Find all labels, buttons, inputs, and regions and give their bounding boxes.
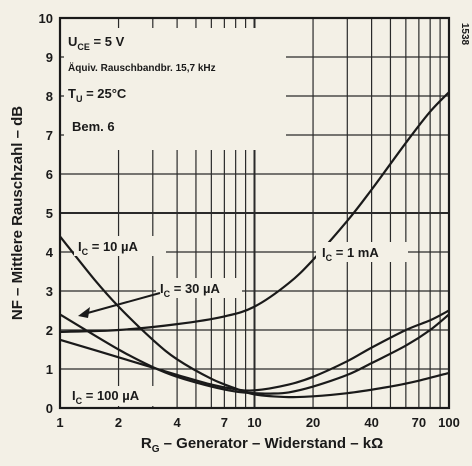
condition-remark: Bem. 6 <box>72 119 115 134</box>
y-tick-label: 6 <box>46 167 53 182</box>
x-tick-label: 100 <box>438 415 460 430</box>
plot-frame <box>58 16 451 410</box>
condition-bandwidth: Äquiv. Rauschbandbr. 15,7 kHz <box>68 61 216 74</box>
label-ic-10ua: IC = 10 µA <box>78 239 139 257</box>
x-tick-label: 10 <box>247 415 261 430</box>
y-tick-label: 10 <box>39 11 53 26</box>
series-line-3 <box>59 309 450 392</box>
x-tick-label: 1 <box>56 415 63 430</box>
curve-labels: IC = 1 mA IC = 10 µA IC = 30 µA IC = 100… <box>68 236 408 406</box>
arrow-ic-30ua <box>83 292 161 315</box>
label-ic-30ua: IC = 30 µA <box>160 281 221 299</box>
y-tick-label: 0 <box>46 401 53 416</box>
curves <box>59 91 450 399</box>
condition-temperature: TU = 25°C <box>68 86 127 104</box>
arrowhead-ic-30ua <box>78 307 90 318</box>
y-axis-label: NF – Mittlere Rauschzahl – dB <box>9 106 26 320</box>
series-line-0 <box>59 91 450 333</box>
side-number: 1538 <box>459 23 470 46</box>
y-tick-label: 4 <box>46 245 54 260</box>
y-tick-label: 3 <box>46 284 53 299</box>
y-tick-label: 1 <box>46 362 53 377</box>
y-tick-label: 8 <box>46 89 53 104</box>
x-tick-label: 20 <box>306 415 320 430</box>
label-ic-1ma: IC = 1 mA <box>322 245 379 263</box>
label-ic-100ua: IC = 100 µA <box>72 388 140 406</box>
conditions-block: UCE = 5 V Äquiv. Rauschbandbr. 15,7 kHz … <box>64 28 286 150</box>
y-tick-label: 7 <box>46 128 53 143</box>
x-tick-label: 4 <box>173 415 181 430</box>
x-tick-label: 2 <box>115 415 122 430</box>
x-tick-label: 70 <box>412 415 426 430</box>
y-tick-label: 9 <box>46 50 53 65</box>
y-tick-label: 2 <box>46 323 53 338</box>
x-tick-label: 7 <box>221 415 228 430</box>
y-tick-label: 5 <box>46 206 53 221</box>
x-axis-label: RG – Generator – Widerstand – kΩ <box>141 435 383 455</box>
x-tick-label: 40 <box>364 415 378 430</box>
